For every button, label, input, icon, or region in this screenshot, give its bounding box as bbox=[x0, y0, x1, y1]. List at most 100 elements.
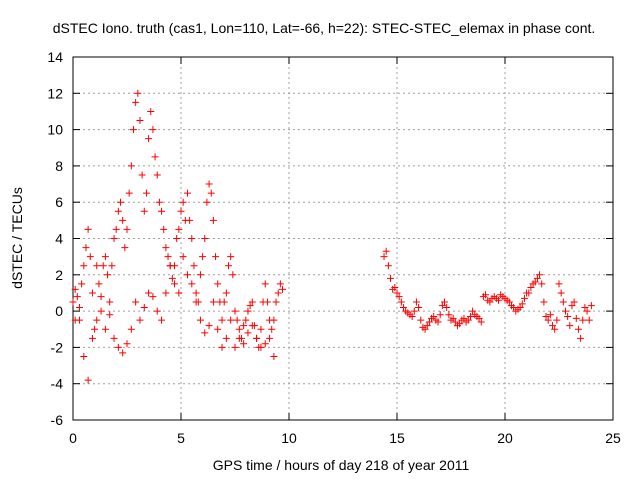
data-point bbox=[112, 225, 120, 233]
data-point bbox=[222, 289, 230, 297]
data-point bbox=[93, 262, 101, 270]
data-point bbox=[540, 298, 548, 306]
data-point bbox=[527, 284, 535, 292]
data-point bbox=[220, 298, 228, 306]
data-point bbox=[581, 303, 589, 311]
data-point bbox=[229, 271, 237, 279]
data-point bbox=[566, 322, 574, 330]
data-point bbox=[557, 289, 565, 297]
data-point bbox=[276, 280, 284, 288]
data-point bbox=[114, 207, 122, 215]
data-point bbox=[205, 322, 213, 330]
data-point bbox=[175, 225, 183, 233]
data-point bbox=[78, 280, 86, 288]
data-point bbox=[235, 334, 243, 342]
data-point bbox=[136, 117, 144, 125]
data-point bbox=[585, 316, 593, 324]
data-point bbox=[546, 311, 554, 319]
y-tick-label: 10 bbox=[47, 122, 63, 138]
data-point bbox=[196, 316, 204, 324]
data-point bbox=[268, 325, 276, 333]
data-point bbox=[99, 262, 107, 270]
data-point bbox=[553, 316, 561, 324]
data-point bbox=[227, 253, 235, 261]
data-point bbox=[533, 274, 541, 282]
data-point bbox=[127, 162, 135, 170]
data-point bbox=[75, 303, 83, 311]
data-point bbox=[106, 311, 114, 319]
data-point bbox=[460, 314, 468, 322]
data-point bbox=[88, 334, 96, 342]
data-point bbox=[242, 316, 250, 324]
data-point bbox=[449, 314, 457, 322]
data-point bbox=[201, 329, 209, 337]
data-point bbox=[95, 280, 103, 288]
data-point bbox=[564, 313, 572, 321]
data-point bbox=[190, 262, 198, 270]
data-point bbox=[160, 225, 168, 233]
data-point bbox=[266, 334, 274, 342]
data-point bbox=[579, 316, 587, 324]
data-point bbox=[227, 316, 235, 324]
data-point bbox=[583, 307, 591, 315]
data-point bbox=[218, 316, 226, 324]
data-point bbox=[384, 262, 392, 270]
data-point bbox=[162, 244, 170, 252]
data-point bbox=[516, 303, 524, 311]
data-point bbox=[272, 298, 280, 306]
data-point bbox=[177, 207, 185, 215]
data-point bbox=[248, 298, 256, 306]
data-point bbox=[551, 325, 559, 333]
data-point bbox=[436, 311, 444, 319]
data-point bbox=[240, 322, 248, 330]
data-point bbox=[145, 135, 153, 143]
data-point bbox=[136, 316, 144, 324]
data-point bbox=[425, 318, 433, 326]
data-point bbox=[121, 244, 129, 252]
chart-title: dSTEC Iono. truth (cas1, Lon=110, Lat=-6… bbox=[53, 20, 596, 36]
x-tick-label: 0 bbox=[69, 430, 77, 446]
axis-ticks: 0 5 10 15 20 25 -6 -4 -2 0 2 4 6 8 10 12 14 bbox=[47, 49, 621, 446]
data-point bbox=[263, 298, 271, 306]
data-point bbox=[261, 280, 269, 288]
data-point bbox=[69, 298, 77, 306]
data-point bbox=[486, 298, 494, 306]
data-point bbox=[80, 352, 88, 360]
data-point bbox=[475, 314, 483, 322]
data-point bbox=[542, 313, 550, 321]
data-point bbox=[531, 278, 539, 286]
data-point bbox=[477, 318, 485, 326]
data-point bbox=[127, 325, 135, 333]
data-point bbox=[138, 171, 146, 179]
data-point bbox=[106, 298, 114, 306]
grid-lines bbox=[73, 57, 613, 420]
data-point bbox=[561, 307, 569, 315]
data-point bbox=[572, 314, 580, 322]
data-point bbox=[538, 280, 546, 288]
data-point bbox=[179, 198, 187, 206]
data-point bbox=[466, 313, 474, 321]
data-point bbox=[142, 189, 150, 197]
data-point bbox=[464, 316, 472, 324]
y-axis-label: dSTEC / TECUs bbox=[9, 187, 25, 289]
data-point bbox=[132, 98, 140, 106]
data-point bbox=[518, 300, 526, 308]
data-point bbox=[387, 274, 395, 282]
data-point bbox=[430, 313, 438, 321]
data-point bbox=[587, 302, 595, 310]
data-point bbox=[199, 253, 207, 261]
data-point bbox=[261, 340, 269, 348]
data-point bbox=[145, 289, 153, 297]
data-point bbox=[257, 343, 265, 351]
data-point bbox=[110, 334, 118, 342]
data-point bbox=[380, 253, 388, 261]
data-point bbox=[408, 313, 416, 321]
x-tick-label: 25 bbox=[605, 430, 621, 446]
data-point bbox=[505, 298, 513, 306]
data-point bbox=[71, 285, 79, 293]
data-point bbox=[179, 253, 187, 261]
data-point bbox=[438, 302, 446, 310]
data-point bbox=[456, 320, 464, 328]
data-point bbox=[196, 271, 204, 279]
data-point bbox=[382, 247, 390, 255]
